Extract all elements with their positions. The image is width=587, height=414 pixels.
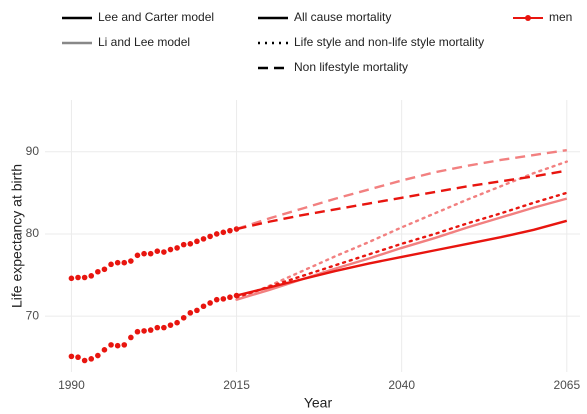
- data-point: [81, 357, 88, 364]
- legend-label: men: [549, 10, 572, 24]
- data-point: [128, 334, 134, 341]
- data-point: [154, 324, 161, 331]
- data-point: [88, 273, 95, 279]
- data-point: [121, 259, 128, 266]
- projection-line: [236, 148, 567, 231]
- data-point: [174, 319, 180, 326]
- data-point: [68, 353, 75, 360]
- data-point: [75, 274, 81, 281]
- y-tick-label: 80: [26, 226, 40, 240]
- data-point: [194, 307, 200, 314]
- projection-line: [236, 219, 568, 297]
- data-point: [200, 303, 207, 310]
- legend-label: Lee and Carter model: [98, 10, 214, 24]
- data-point: [128, 258, 134, 264]
- data-point: [68, 275, 75, 282]
- x-tick-label: 2015: [223, 378, 250, 392]
- data-point: [161, 324, 167, 331]
- data-point: [220, 229, 227, 236]
- data-point: [213, 231, 220, 237]
- legend-label: Life style and non-life style mortality: [294, 35, 484, 49]
- data-point: [75, 354, 81, 361]
- legend-label: Non lifestyle mortality: [294, 60, 408, 74]
- data-point: [207, 300, 213, 306]
- data-point: [180, 314, 187, 321]
- data-point: [200, 236, 207, 242]
- legend-label: All cause mortality: [294, 10, 391, 24]
- data-point: [108, 261, 114, 268]
- data-point: [101, 347, 108, 353]
- data-point: [167, 246, 174, 253]
- data-point: [121, 342, 128, 348]
- data-point: [174, 245, 180, 251]
- y-tick-label: 70: [26, 308, 40, 322]
- data-point: [114, 342, 121, 349]
- data-point: [147, 250, 154, 257]
- data-point: [180, 241, 187, 248]
- data-point: [141, 328, 147, 334]
- data-point: [95, 352, 101, 359]
- data-point: [114, 259, 121, 266]
- data-point: [81, 274, 88, 281]
- x-tick-label: 2040: [388, 378, 415, 392]
- data-point: [187, 241, 194, 247]
- projection-line: [235, 191, 568, 299]
- data-point: [227, 294, 233, 301]
- x-tick-label: 2065: [553, 378, 580, 392]
- y-tick-label: 90: [26, 144, 40, 158]
- data-point: [167, 322, 174, 328]
- data-point: [194, 238, 200, 245]
- y-axis-title: Life expectancy at birth: [9, 164, 25, 308]
- data-point: [101, 266, 108, 273]
- x-axis-title: Year: [304, 395, 333, 411]
- data-point: [147, 327, 154, 333]
- data-point: [134, 252, 141, 259]
- data-point: [108, 342, 114, 348]
- legend-item: [513, 15, 543, 21]
- projection-line: [236, 169, 567, 231]
- data-point: [134, 328, 141, 335]
- data-point: [213, 296, 220, 303]
- data-point: [154, 248, 161, 255]
- legend-key-dot: [525, 15, 531, 21]
- legend-label: Li and Lee model: [98, 35, 190, 49]
- data-point: [227, 227, 233, 234]
- data-point: [141, 250, 147, 257]
- data-point: [95, 268, 101, 275]
- data-point: [220, 296, 227, 302]
- data-point: [207, 233, 213, 240]
- data-point: [187, 310, 194, 316]
- x-tick-label: 1990: [58, 378, 85, 392]
- data-point: [161, 249, 167, 255]
- data-point: [88, 356, 95, 362]
